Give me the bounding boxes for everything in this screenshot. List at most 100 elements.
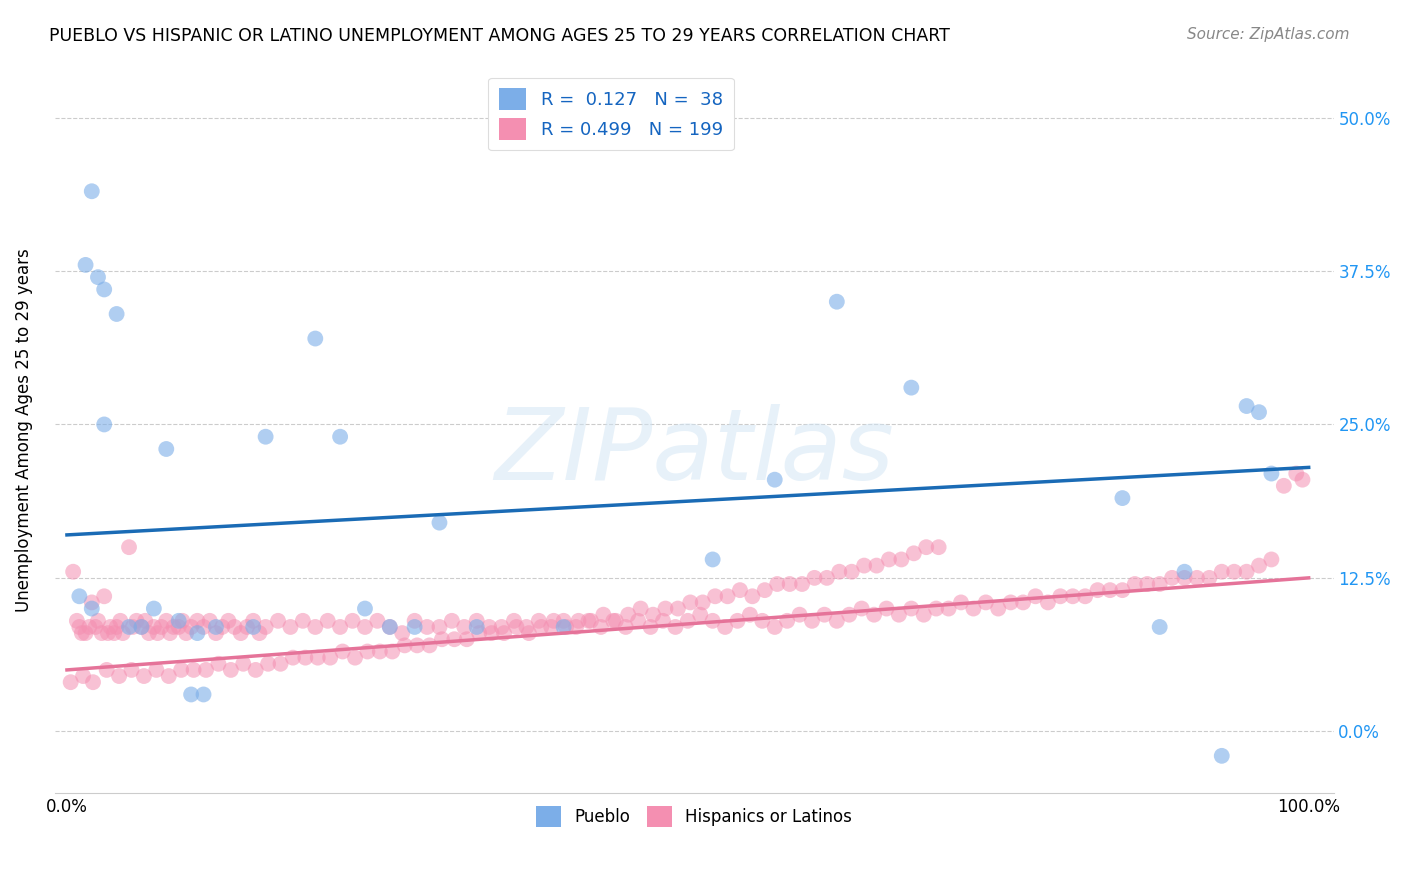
Point — [841, 565, 863, 579]
Point — [70, 626, 93, 640]
Point — [468, 626, 491, 640]
Point — [1161, 571, 1184, 585]
Point — [108, 669, 131, 683]
Point — [118, 620, 141, 634]
Point — [229, 626, 252, 640]
Point — [1236, 565, 1258, 579]
Point — [368, 644, 391, 658]
Point — [664, 620, 686, 634]
Point — [66, 614, 89, 628]
Point — [915, 540, 938, 554]
Point — [100, 620, 122, 634]
Point — [1173, 571, 1195, 585]
Point — [75, 626, 97, 640]
Point — [304, 620, 326, 634]
Point — [1285, 467, 1308, 481]
Point — [87, 614, 110, 628]
Point — [789, 607, 811, 622]
Point — [443, 632, 465, 647]
Point — [503, 614, 526, 628]
Point — [159, 626, 181, 640]
Point — [579, 614, 602, 628]
Point — [105, 620, 128, 634]
Point — [418, 639, 440, 653]
Point — [1036, 595, 1059, 609]
Point — [666, 601, 689, 615]
Point — [641, 607, 664, 622]
Point — [702, 614, 724, 628]
Point — [93, 417, 115, 432]
Point — [716, 589, 738, 603]
Point — [491, 620, 513, 634]
Point — [987, 601, 1010, 615]
Point — [851, 601, 873, 615]
Point — [270, 657, 292, 671]
Point — [763, 620, 786, 634]
Point — [118, 540, 141, 554]
Point — [105, 307, 128, 321]
Point — [630, 601, 652, 615]
Point — [1087, 583, 1109, 598]
Point — [316, 614, 339, 628]
Point — [553, 620, 575, 634]
Point — [80, 601, 103, 615]
Point — [307, 650, 329, 665]
Point — [103, 626, 125, 640]
Point — [429, 516, 451, 530]
Point — [236, 620, 259, 634]
Y-axis label: Unemployment Among Ages 25 to 29 years: Unemployment Among Ages 25 to 29 years — [15, 249, 32, 613]
Point — [329, 620, 352, 634]
Point — [180, 620, 202, 634]
Point — [565, 620, 588, 634]
Point — [790, 577, 813, 591]
Point — [84, 620, 107, 634]
Point — [900, 601, 922, 615]
Point — [291, 614, 314, 628]
Point — [515, 620, 537, 634]
Point — [404, 620, 426, 634]
Point — [294, 650, 316, 665]
Point — [692, 595, 714, 609]
Point — [553, 614, 575, 628]
Point — [97, 626, 120, 640]
Point — [1223, 565, 1246, 579]
Point — [157, 669, 180, 683]
Point — [605, 614, 627, 628]
Point — [198, 614, 221, 628]
Point — [1173, 565, 1195, 579]
Point — [813, 607, 835, 622]
Point — [863, 607, 886, 622]
Point — [865, 558, 887, 573]
Point — [366, 614, 388, 628]
Point — [912, 607, 935, 622]
Point — [738, 607, 761, 622]
Point — [1211, 748, 1233, 763]
Point — [186, 614, 208, 628]
Point — [242, 614, 264, 628]
Point — [1198, 571, 1220, 585]
Point — [1062, 589, 1084, 603]
Point — [887, 607, 910, 622]
Point — [167, 620, 190, 634]
Point — [1012, 595, 1035, 609]
Point — [242, 620, 264, 634]
Point — [779, 577, 801, 591]
Point — [481, 626, 503, 640]
Point — [592, 607, 614, 622]
Point — [72, 669, 94, 683]
Point — [925, 601, 948, 615]
Point — [1136, 577, 1159, 591]
Point — [776, 614, 799, 628]
Point — [195, 663, 218, 677]
Point — [614, 620, 637, 634]
Point — [517, 626, 540, 640]
Point — [1149, 577, 1171, 591]
Point — [540, 620, 562, 634]
Point — [676, 614, 699, 628]
Point — [329, 430, 352, 444]
Point — [155, 442, 177, 456]
Point — [111, 626, 134, 640]
Point — [172, 614, 194, 628]
Point — [877, 552, 900, 566]
Point — [224, 620, 246, 634]
